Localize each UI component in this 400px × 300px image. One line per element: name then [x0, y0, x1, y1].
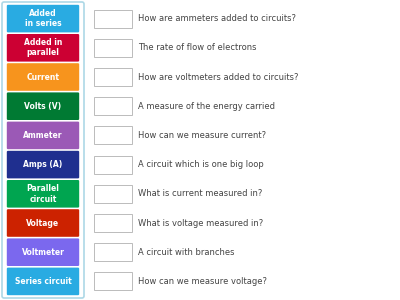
Text: Ammeter: Ammeter [23, 131, 63, 140]
Text: Added in
parallel: Added in parallel [24, 38, 62, 58]
Text: Series circuit: Series circuit [15, 277, 71, 286]
Bar [94, 126, 132, 145]
FancyBboxPatch shape [7, 268, 79, 295]
Text: A measure of the energy carried: A measure of the energy carried [138, 102, 275, 111]
Text: Voltage: Voltage [26, 218, 60, 227]
Text: How can we measure current?: How can we measure current? [138, 131, 266, 140]
Text: How are ammeters added to circuits?: How are ammeters added to circuits? [138, 14, 296, 23]
Text: Current: Current [26, 73, 60, 82]
FancyBboxPatch shape [7, 209, 79, 237]
Bar [94, 272, 132, 290]
FancyBboxPatch shape [7, 151, 79, 178]
Text: Added
in series: Added in series [25, 9, 61, 28]
Text: How can we measure voltage?: How can we measure voltage? [138, 277, 267, 286]
FancyBboxPatch shape [7, 122, 79, 149]
Text: Voltmeter: Voltmeter [22, 248, 64, 257]
Bar [94, 185, 132, 203]
FancyBboxPatch shape [7, 180, 79, 208]
Bar [94, 214, 132, 232]
Text: Parallel
circuit: Parallel circuit [26, 184, 60, 203]
Text: What is voltage measured in?: What is voltage measured in? [138, 218, 263, 227]
FancyBboxPatch shape [7, 63, 79, 91]
Bar [94, 39, 132, 57]
Text: How are voltmeters added to circuits?: How are voltmeters added to circuits? [138, 73, 298, 82]
Text: The rate of flow of electrons: The rate of flow of electrons [138, 43, 256, 52]
Bar [94, 97, 132, 115]
FancyBboxPatch shape [7, 92, 79, 120]
Bar [94, 155, 132, 174]
Bar [94, 10, 132, 28]
FancyBboxPatch shape [2, 2, 84, 298]
Bar [94, 68, 132, 86]
Text: What is current measured in?: What is current measured in? [138, 189, 262, 198]
Bar [94, 243, 132, 261]
FancyBboxPatch shape [7, 5, 79, 32]
Text: A circuit which is one big loop: A circuit which is one big loop [138, 160, 264, 169]
Text: Amps (A): Amps (A) [23, 160, 63, 169]
FancyBboxPatch shape [7, 238, 79, 266]
Text: Volts (V): Volts (V) [24, 102, 62, 111]
Text: A circuit with branches: A circuit with branches [138, 248, 234, 257]
FancyBboxPatch shape [7, 34, 79, 61]
